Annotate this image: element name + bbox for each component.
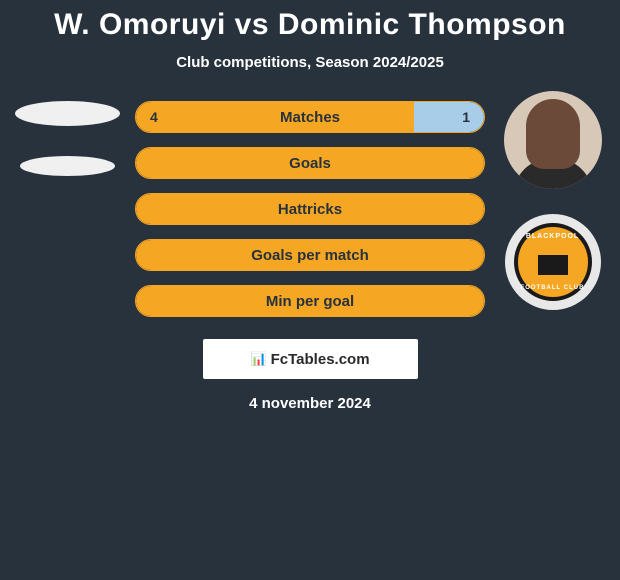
stat-value-right: 1 — [462, 109, 470, 125]
brand-box: 📊 FcTables.com — [203, 339, 418, 379]
comparison-main: 4Matches1 Goals Hattricks Goals per match Mi… — [0, 101, 620, 331]
stat-label: Hattricks — [136, 201, 484, 218]
stat-label: Min per goal — [136, 293, 484, 310]
brand-text: FcTables.com — [271, 351, 370, 368]
stats-column: 4Matches1 Goals Hattricks Goals per match Mi… — [125, 101, 495, 331]
chart-icon: 📊 — [250, 351, 266, 367]
player1-club-placeholder — [20, 156, 115, 176]
page-title: W. Omoruyi vs Dominic Thompson — [0, 0, 620, 42]
player2-avatar — [504, 91, 602, 189]
stat-row: Min per goal — [135, 285, 485, 317]
stat-row: Goals per match — [135, 239, 485, 271]
club-text-top: BLACKPOOL — [526, 233, 579, 240]
stat-row: Goals — [135, 147, 485, 179]
left-player-column — [10, 101, 125, 331]
club-text-bottom: FOOTBALL CLUB — [521, 285, 585, 291]
stat-row: Hattricks — [135, 193, 485, 225]
right-player-column: BLACKPOOL FOOTBALL CLUB — [495, 101, 610, 331]
player2-club-badge-wrap: BLACKPOOL FOOTBALL CLUB — [505, 214, 601, 310]
stat-label: Goals — [136, 155, 484, 172]
subtitle: Club competitions, Season 2024/2025 — [0, 54, 620, 71]
stat-row: 4Matches1 — [135, 101, 485, 133]
stat-label: Matches — [136, 109, 484, 126]
player1-avatar-placeholder — [15, 101, 120, 126]
club-badge: BLACKPOOL FOOTBALL CLUB — [514, 223, 592, 301]
stat-label: Goals per match — [136, 247, 484, 264]
date-text: 4 november 2024 — [0, 395, 620, 412]
